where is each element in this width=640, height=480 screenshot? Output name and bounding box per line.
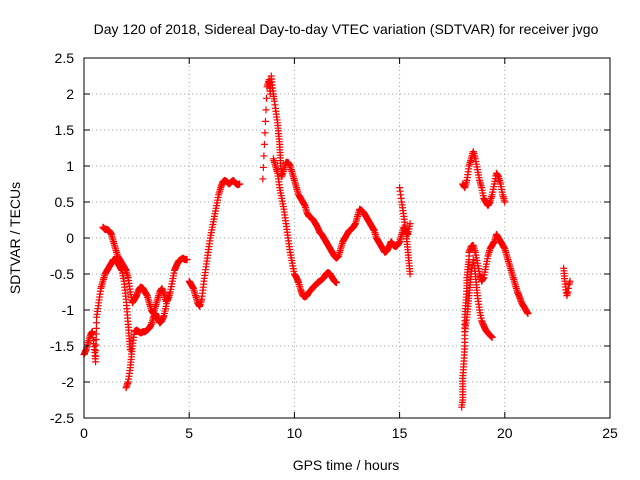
data-point-marker bbox=[263, 94, 271, 102]
data-point-marker bbox=[259, 163, 267, 171]
y-tick-label: -2.5 bbox=[50, 410, 74, 426]
x-tick-label: 20 bbox=[497, 425, 513, 441]
x-tick-label: 15 bbox=[392, 425, 408, 441]
data-point-marker bbox=[236, 180, 244, 188]
y-tick-label: 2 bbox=[66, 86, 74, 102]
data-point-marker bbox=[524, 310, 532, 318]
y-axis-label: SDTVAR / TECUs bbox=[7, 182, 23, 294]
y-tick-label: -1 bbox=[62, 302, 75, 318]
tick-labels: 0 5 10 15 20 25 -2.5 -2 -1.5 -1 -0.5 0 0.5 1 1.5 2 2.5 bbox=[50, 50, 618, 441]
data-point-marker bbox=[406, 270, 414, 278]
y-tick-label: -2 bbox=[62, 374, 75, 390]
y-tick-label: 2.5 bbox=[55, 50, 75, 66]
data-point-marker bbox=[566, 277, 574, 285]
data-point-marker bbox=[406, 220, 414, 228]
y-tick-label: 1 bbox=[66, 158, 74, 174]
x-tick-label: 0 bbox=[80, 425, 88, 441]
x-axis-label: GPS time / hours bbox=[293, 457, 400, 473]
data-point-marker bbox=[260, 140, 268, 148]
data-point-marker bbox=[261, 117, 269, 125]
y-tick-label: 0 bbox=[66, 230, 74, 246]
y-tick-label: 1.5 bbox=[55, 122, 75, 138]
data-point-marker bbox=[501, 198, 509, 206]
x-tick-label: 25 bbox=[602, 425, 618, 441]
data-point-marker bbox=[262, 106, 270, 114]
x-tick-label: 10 bbox=[287, 425, 303, 441]
data-point-marker bbox=[332, 279, 340, 287]
data-point-marker bbox=[488, 333, 496, 341]
x-tick-label: 5 bbox=[185, 425, 193, 441]
data-points bbox=[80, 72, 574, 411]
data-point-marker bbox=[164, 292, 172, 300]
data-point-marker bbox=[260, 152, 268, 160]
y-tick-label: -1.5 bbox=[50, 338, 74, 354]
y-tick-label: 0.5 bbox=[55, 194, 75, 210]
y-tick-label: -0.5 bbox=[50, 266, 74, 282]
data-point-marker bbox=[259, 175, 267, 183]
data-point-marker bbox=[183, 256, 191, 264]
data-point-marker bbox=[261, 129, 269, 137]
chart-title: Day 120 of 2018, Sidereal Day-to-day VTE… bbox=[94, 21, 599, 37]
axis-ticks bbox=[83, 57, 611, 419]
